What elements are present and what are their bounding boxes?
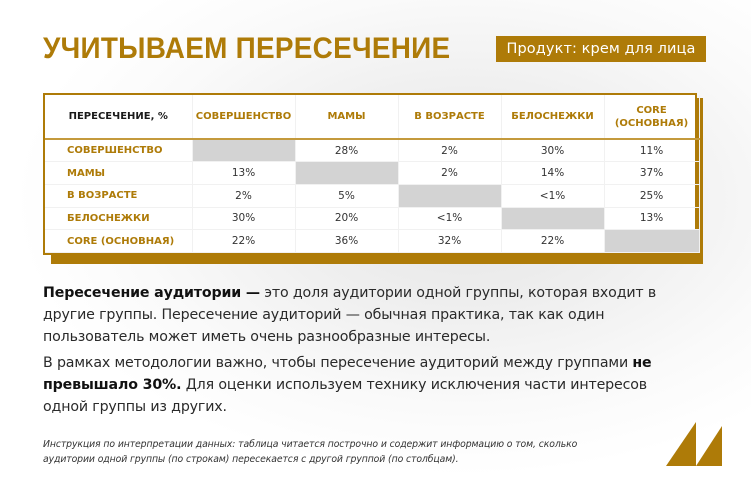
table-cell: 28%: [295, 139, 399, 163]
table-cell: 22%: [192, 229, 296, 253]
table-cell: 11%: [604, 139, 700, 163]
table-header-row: ПЕРЕСЕЧЕНИЕ, % СОВЕРШЕНСТВО МАМЫ В ВОЗРА…: [45, 95, 700, 140]
diagonal-cell: [604, 229, 700, 253]
table-row: МАМЫ 13% 2% 14% 37%: [45, 161, 700, 185]
methodology-threshold: не превышало 30%.: [43, 355, 652, 393]
product-badge: Продукт: крем для лица: [496, 36, 706, 62]
column-header: МАМЫ: [295, 95, 399, 140]
diagonal-cell: [501, 207, 605, 231]
row-header: В ВОЗРАСТЕ: [45, 184, 193, 208]
row-header: МАМЫ: [45, 161, 193, 185]
row-header: БЕЛОСНЕЖКИ: [45, 207, 193, 231]
column-header-core-line2: (ОСНОВНАЯ): [614, 117, 689, 129]
methodology-text-start: В рамках методологии важно, чтобы пересе…: [43, 355, 633, 371]
double-triangle-logo-icon: [666, 422, 722, 466]
table-cell: 14%: [501, 161, 605, 185]
diagonal-cell: [398, 184, 502, 208]
diagonal-cell: [295, 161, 399, 185]
row-header: СОВЕРШЕНСТВО: [45, 139, 193, 163]
table-cell: 5%: [295, 184, 399, 208]
table-row: СОВЕРШЕНСТВО 28% 2% 30% 11%: [45, 139, 700, 163]
table-row: БЕЛОСНЕЖКИ 30% 20% <1% 13%: [45, 207, 700, 231]
column-header-core-line1: CORE: [636, 104, 667, 116]
corner-header: ПЕРЕСЕЧЕНИЕ, %: [45, 95, 193, 140]
definition-text: это доля аудитории одной группы, которая…: [43, 285, 657, 345]
diagonal-cell: [192, 139, 296, 163]
table-cell: <1%: [501, 184, 605, 208]
table-cell: 30%: [501, 139, 605, 163]
definition-paragraph: Пересечение аудитории — это доля аудитор…: [43, 282, 663, 348]
table-cell: 32%: [398, 229, 502, 253]
table-row: В ВОЗРАСТЕ 2% 5% <1% 25%: [45, 184, 700, 208]
table-cell: 37%: [604, 161, 700, 185]
table-cell: 13%: [192, 161, 296, 185]
column-header: СОВЕРШЕНСТВО: [192, 95, 296, 140]
intersection-table: ПЕРЕСЕЧЕНИЕ, % СОВЕРШЕНСТВО МАМЫ В ВОЗРА…: [45, 95, 700, 253]
table-cell: <1%: [398, 207, 502, 231]
table-cell: 30%: [192, 207, 296, 231]
table-cell: 2%: [192, 184, 296, 208]
table-cell: 2%: [398, 139, 502, 163]
table-cell: 20%: [295, 207, 399, 231]
intersection-table-container: ПЕРЕСЕЧЕНИЕ, % СОВЕРШЕНСТВО МАМЫ В ВОЗРА…: [43, 93, 700, 255]
table-cell: 22%: [501, 229, 605, 253]
methodology-text-rest: Для оценки используем технику исключения…: [43, 377, 647, 415]
table-cell: 25%: [604, 184, 700, 208]
table-cell: 36%: [295, 229, 399, 253]
table-row: CORE (ОСНОВНАЯ) 22% 36% 32% 22%: [45, 229, 700, 253]
interpretation-footnote: Инструкция по интерпретации данных: табл…: [43, 439, 578, 465]
column-header: В ВОЗРАСТЕ: [398, 95, 502, 140]
methodology-paragraph: В рамках методологии важно, чтобы пересе…: [43, 352, 663, 418]
page-title: УЧИТЫВАЕМ ПЕРЕСЕЧЕНИЕ: [43, 32, 451, 65]
column-header: БЕЛОСНЕЖКИ: [501, 95, 605, 140]
table-cell: 2%: [398, 161, 502, 185]
table-cell: 13%: [604, 207, 700, 231]
row-header: CORE (ОСНОВНАЯ): [45, 229, 193, 253]
definition-term: Пересечение аудитории —: [43, 285, 260, 301]
column-header: CORE (ОСНОВНАЯ): [604, 95, 700, 140]
